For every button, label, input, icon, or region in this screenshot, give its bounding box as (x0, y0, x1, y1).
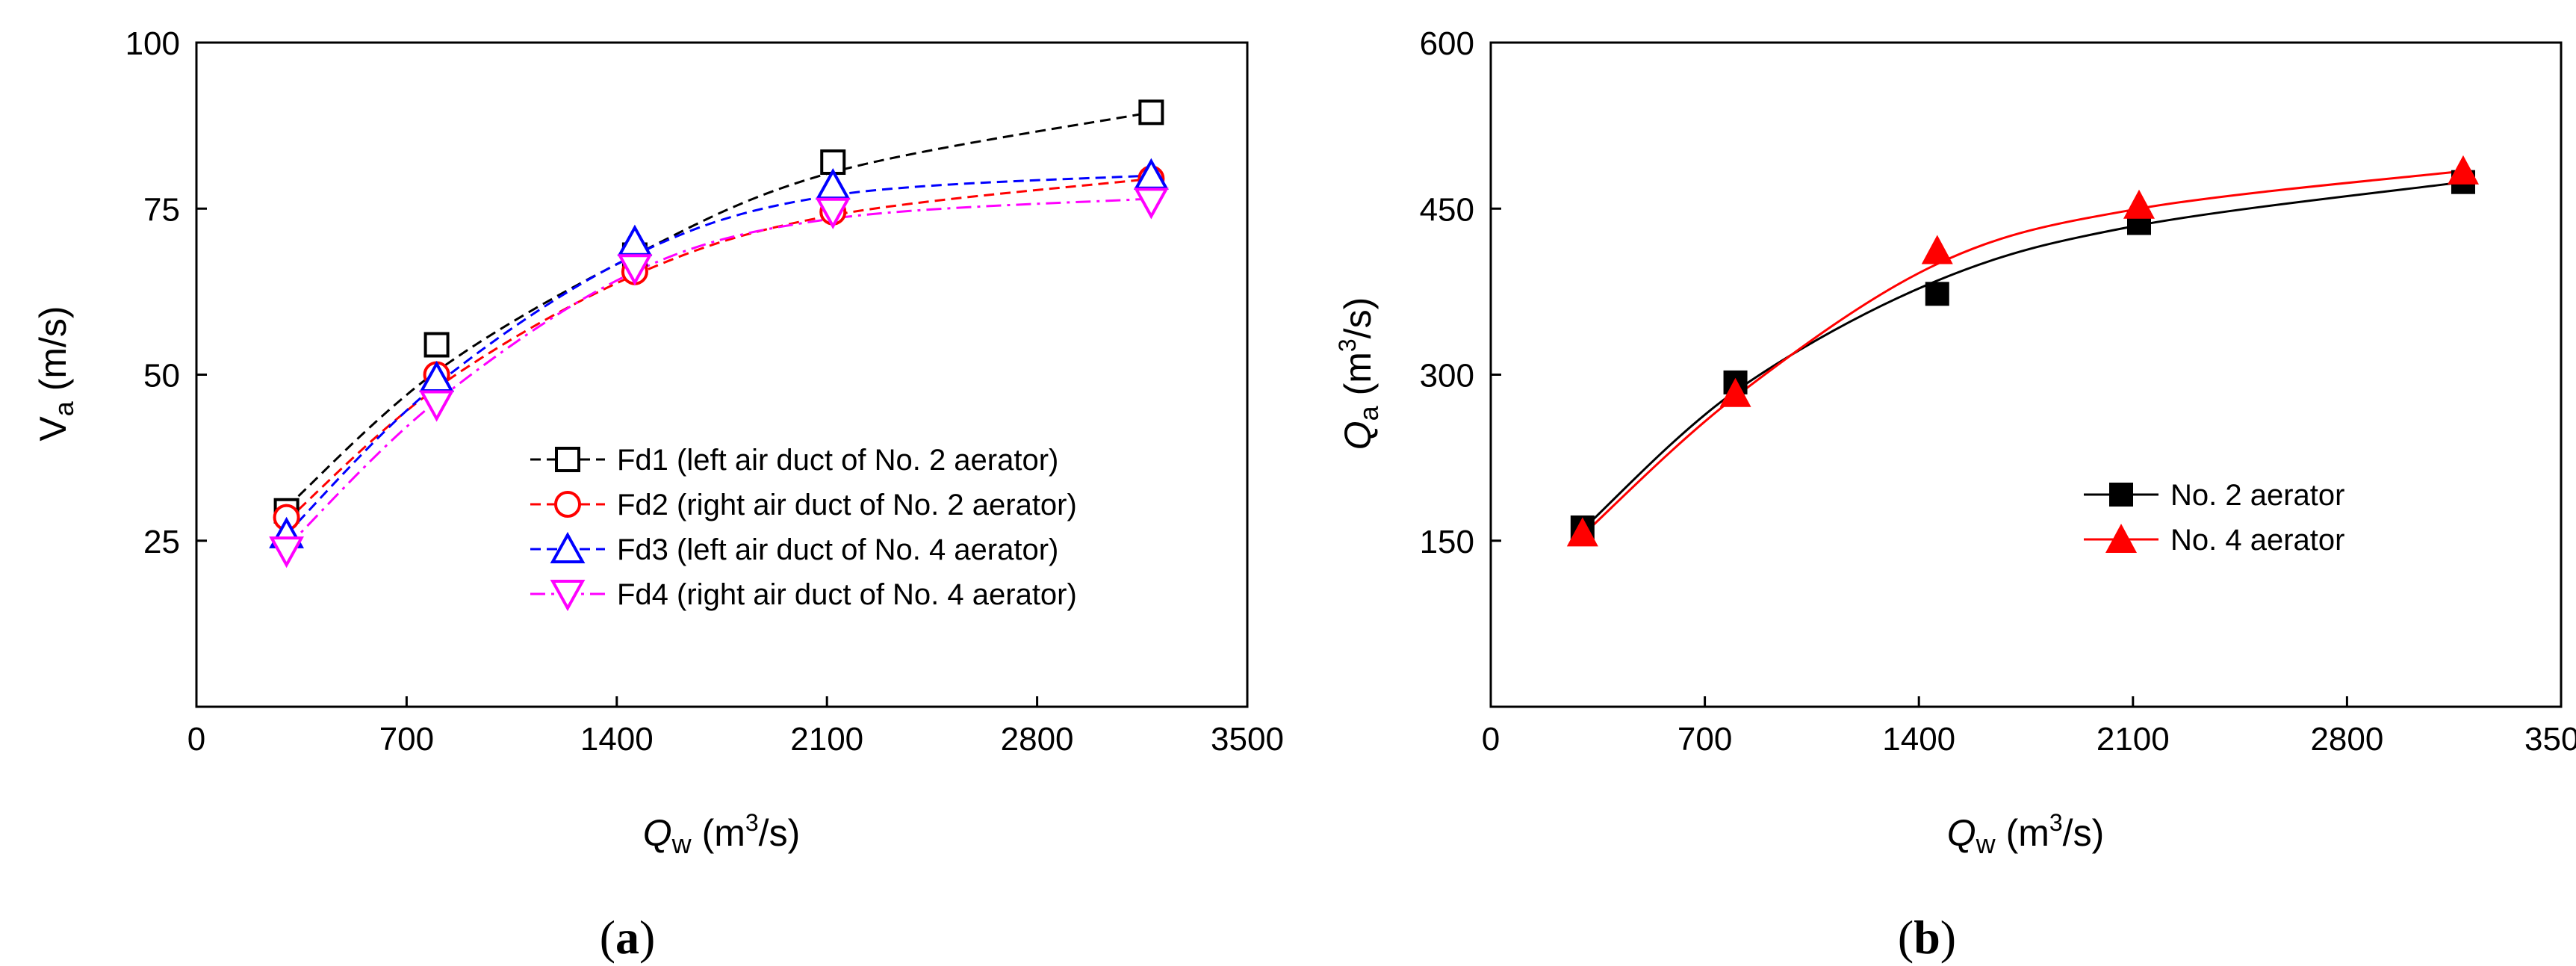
fit-curve-series-3 (285, 174, 1152, 535)
x-tick-label: 0 (1482, 721, 1500, 758)
panel-b-markers (1566, 155, 2479, 547)
panel-b-legend: No. 2 aerator No. 4 aerator (2084, 479, 2344, 557)
data-point-series-1 (1925, 282, 1949, 306)
data-point-series-4 (617, 254, 653, 286)
legend-label-no2: No. 2 aerator (2170, 479, 2344, 512)
x-tick-label: 700 (379, 721, 434, 758)
fit-curve-series-1 (1581, 181, 2464, 531)
panel-b-label: (b) (1898, 911, 1956, 964)
y-tick-label: 150 (1420, 524, 1474, 560)
legend-entry-fd4: Fd4 (right air duct of No. 4 aerator) (530, 578, 1077, 612)
data-point-series-2 (1566, 517, 1598, 547)
legend-marker-fd4 (550, 580, 586, 612)
panel-b-chart: 0 700 1400 2100 2800 3500 150 300 450 600 Qw (m3/… (1334, 25, 2576, 964)
legend-marker-no2 (2109, 483, 2133, 507)
x-tick-label: 2800 (2310, 721, 2383, 758)
legend-label-fd3: Fd3 (left air duct of No. 4 aerator) (617, 533, 1058, 566)
panel-a-x-axis-label: Qw (m3/s) (643, 809, 800, 859)
x-tick-label: 3500 (2524, 721, 2576, 758)
x-tick-label: 2100 (2097, 721, 2170, 758)
data-point-series-3 (617, 224, 653, 256)
x-tick-label: 1400 (1882, 721, 1955, 758)
panel-a-legend: Fd1 (left air duct of No. 2 aerator) Fd2… (530, 444, 1077, 612)
panel-a-axis-ticks: 0 700 1400 2100 2800 3500 25 50 75 100 (125, 25, 1284, 758)
legend-marker-fd1 (555, 447, 580, 472)
y-tick-label: 25 (143, 524, 180, 560)
data-point-series-2 (2123, 189, 2155, 219)
panel-a-fit-curves (285, 111, 1152, 548)
x-tick-label: 700 (1677, 721, 1732, 758)
data-point-series-2 (1921, 235, 1953, 264)
legend-marker-fd3 (550, 531, 586, 563)
x-tick-label: 0 (187, 721, 205, 758)
panel-b-y-axis-label: Qa (m3/s) (1334, 297, 1384, 450)
panel-b-plot-frame (1489, 41, 2563, 708)
legend-marker-fd2 (554, 491, 581, 518)
legend-label-no4: No. 4 aerator (2170, 524, 2344, 557)
legend-entry-fd1: Fd1 (left air duct of No. 2 aerator) (530, 444, 1058, 477)
panel-b-x-axis-label: Qw (m3/s) (1947, 809, 2104, 859)
y-tick-label: 50 (143, 358, 180, 394)
data-point-series-2 (2447, 155, 2479, 185)
legend-entry-fd3: Fd3 (left air duct of No. 4 aerator) (530, 531, 1058, 566)
legend-label-fd4: Fd4 (right air duct of No. 4 aerator) (617, 578, 1077, 611)
panel-b-axis-ticks: 0 700 1400 2100 2800 3500 150 300 450 600 (1420, 25, 2576, 758)
panel-a-markers (269, 99, 1169, 569)
panel-a-label: (a) (600, 911, 656, 964)
legend-label-fd1: Fd1 (left air duct of No. 2 aerator) (617, 444, 1058, 477)
x-tick-label: 2100 (790, 721, 863, 758)
data-point-series-1 (423, 332, 450, 358)
legend-entry-no4: No. 4 aerator (2084, 524, 2344, 557)
legend-entry-fd2: Fd2 (right air duct of No. 2 aerator) (530, 489, 1077, 521)
data-point-series-4 (419, 390, 454, 422)
x-tick-label: 2800 (1001, 721, 1074, 758)
legend-label-fd2: Fd2 (right air duct of No. 2 aerator) (617, 489, 1077, 521)
data-point-series-4 (269, 536, 304, 569)
y-tick-label: 600 (1420, 25, 1474, 62)
y-tick-label: 300 (1420, 358, 1474, 394)
y-tick-label: 100 (125, 25, 180, 62)
data-point-series-3 (815, 168, 851, 200)
data-point-series-2 (1719, 377, 1751, 407)
y-tick-label: 450 (1420, 191, 1474, 228)
legend-entry-no2: No. 2 aerator (2084, 479, 2344, 512)
legend-marker-no4 (2105, 524, 2137, 553)
data-point-series-1 (1138, 99, 1164, 126)
x-tick-label: 1400 (580, 721, 654, 758)
panel-a-y-axis-label: Va (m/s) (32, 306, 79, 441)
data-point-series-4 (1133, 188, 1169, 220)
x-tick-label: 3500 (1211, 721, 1284, 758)
y-tick-label: 75 (143, 191, 180, 228)
data-point-series-4 (815, 197, 851, 229)
